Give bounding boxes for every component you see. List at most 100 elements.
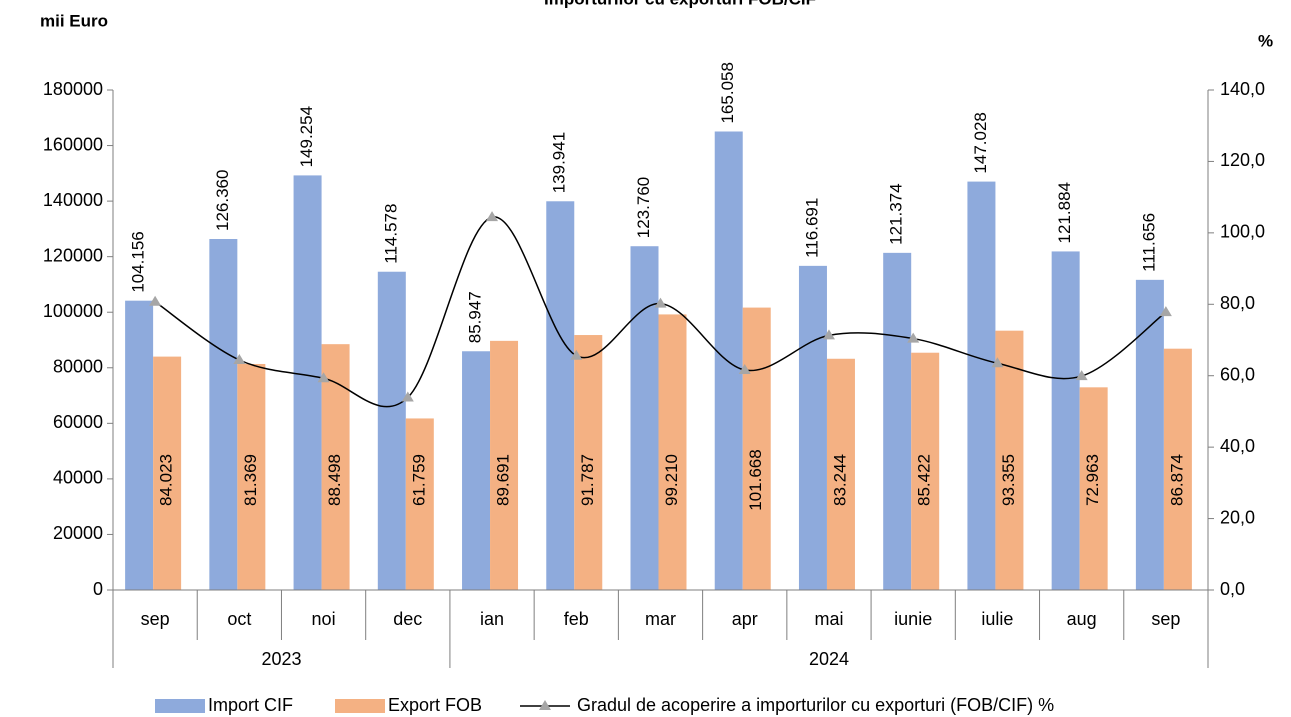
legend-swatch <box>155 699 205 713</box>
bar <box>237 363 266 590</box>
line-marker <box>1159 306 1172 317</box>
bar <box>658 314 687 590</box>
bar <box>911 352 940 590</box>
bar <box>883 252 912 590</box>
bar <box>209 239 238 590</box>
group-label: 2024 <box>809 649 849 669</box>
y2-axis-title: % <box>1258 31 1273 50</box>
bar <box>1135 279 1164 590</box>
bar <box>798 265 827 590</box>
y2-tick-label: 60,0 <box>1220 364 1255 384</box>
data-label: 99.210 <box>662 454 681 506</box>
data-label: 81.369 <box>241 454 260 506</box>
y2-tick-label: 80,0 <box>1220 293 1255 313</box>
bar <box>1163 348 1192 590</box>
line-marker <box>907 332 920 343</box>
bar <box>826 358 855 590</box>
chart-title: Importurilor cu exporturi FOB/CIF <box>544 0 816 8</box>
line-marker <box>1075 370 1088 381</box>
bar <box>377 271 406 590</box>
group-label: 2023 <box>261 649 301 669</box>
x-tick-label: oct <box>227 609 251 629</box>
data-label: 123.760 <box>634 177 653 238</box>
data-label: 85.947 <box>466 291 485 343</box>
y-tick-label: 180000 <box>43 79 103 99</box>
data-label: 86.874 <box>1167 454 1186 506</box>
legend-label: Import CIF <box>208 695 293 715</box>
x-tick-label: dec <box>393 609 422 629</box>
x-tick-label: sep <box>1151 609 1180 629</box>
bar <box>153 356 182 590</box>
bar <box>490 340 519 590</box>
y-tick-label: 80000 <box>53 357 103 377</box>
data-label: 85.422 <box>915 454 934 506</box>
bar <box>714 131 743 590</box>
data-label: 126.360 <box>213 170 232 231</box>
y-tick-label: 120000 <box>43 245 103 265</box>
data-label: 89.691 <box>494 454 513 506</box>
bar <box>125 300 154 590</box>
line-marker <box>654 297 667 308</box>
x-tick-label: iulie <box>981 609 1013 629</box>
data-label: 93.355 <box>999 454 1018 506</box>
data-label: 165.058 <box>718 62 737 123</box>
line-marker <box>991 357 1004 368</box>
bar <box>405 418 434 590</box>
x-tick-label: apr <box>732 609 758 629</box>
data-label: 91.787 <box>578 454 597 506</box>
data-label: 111.656 <box>1139 213 1158 272</box>
data-label: 72.963 <box>1083 454 1102 506</box>
x-tick-label: iunie <box>894 609 932 629</box>
x-tick-label: mar <box>645 609 676 629</box>
line-marker <box>822 329 835 340</box>
legend-label: Gradul de acoperire a importurilor cu ex… <box>577 695 1054 715</box>
y2-tick-label: 120,0 <box>1220 150 1265 170</box>
data-label: 116.691 <box>802 198 821 258</box>
line-marker <box>401 391 414 402</box>
y-tick-label: 140000 <box>43 190 103 210</box>
y2-tick-label: 0,0 <box>1220 579 1245 599</box>
x-tick-label: noi <box>312 609 336 629</box>
x-tick-label: sep <box>141 609 170 629</box>
y2-tick-label: 20,0 <box>1220 507 1255 527</box>
data-label: 61.759 <box>409 454 428 506</box>
bar <box>462 351 491 590</box>
data-label: 83.244 <box>830 454 849 506</box>
y-tick-label: 20000 <box>53 523 103 543</box>
line-marker <box>570 349 583 360</box>
y-tick-label: 60000 <box>53 412 103 432</box>
data-label: 149.254 <box>297 106 316 167</box>
y2-tick-label: 100,0 <box>1220 222 1265 242</box>
bar <box>293 175 322 590</box>
bar <box>995 330 1024 590</box>
line-marker <box>233 354 246 364</box>
data-label: 121.884 <box>1055 182 1074 243</box>
line-marker <box>738 364 751 374</box>
ratio-line <box>154 216 1167 408</box>
line-marker <box>149 295 162 306</box>
legend-marker <box>539 700 551 710</box>
data-label: 147.028 <box>971 112 990 173</box>
y-tick-label: 40000 <box>53 468 103 488</box>
x-tick-label: ian <box>480 609 504 629</box>
line-marker <box>486 211 499 222</box>
bar <box>742 307 771 590</box>
y-tick-label: 160000 <box>43 134 103 154</box>
bar <box>630 246 659 590</box>
y2-tick-label: 140,0 <box>1220 79 1265 99</box>
legend-swatch <box>335 699 385 713</box>
data-label: 88.498 <box>325 454 344 506</box>
bar <box>574 335 603 590</box>
y2-tick-label: 40,0 <box>1220 436 1255 456</box>
data-label: 101.668 <box>746 449 765 510</box>
bar <box>321 344 350 590</box>
bar <box>546 201 575 590</box>
data-label: 121.374 <box>887 183 906 244</box>
data-label: 139.941 <box>550 132 569 193</box>
legend-label: Export FOB <box>388 695 482 715</box>
y-axis-title: mii Euro <box>40 11 108 30</box>
data-label: 84.023 <box>157 454 176 506</box>
data-label: 114.578 <box>381 204 400 264</box>
x-tick-label: mai <box>814 609 843 629</box>
